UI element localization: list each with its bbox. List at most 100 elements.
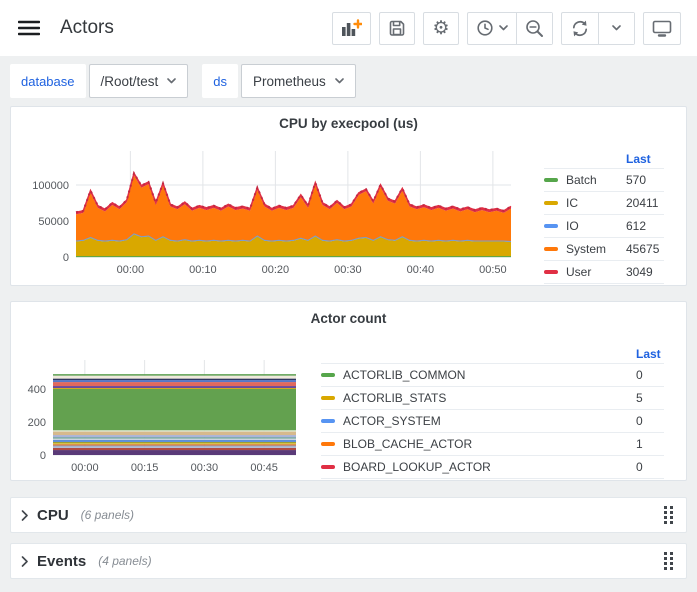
legend-series[interactable]: BOARD_LOOKUP_ACTOR 0 — [321, 456, 664, 479]
chevron-right-icon — [21, 555, 28, 567]
chevron-down-icon — [167, 78, 177, 84]
series-label: User — [566, 265, 592, 279]
save-icon — [389, 20, 405, 36]
legend-series[interactable]: ACTORLIB_STATS 5 — [321, 387, 664, 410]
row-panel-count: (6 panels) — [80, 508, 135, 522]
row-title: CPU — [37, 506, 69, 524]
series-last-value: 0 — [636, 460, 643, 474]
panel-title[interactable]: CPU by execpool (us) — [279, 116, 418, 131]
actor-count-chart[interactable]: 0 200 400 00:00 00:15 00:30 00:45 — [11, 330, 311, 480]
series-color-swatch — [544, 201, 558, 205]
row-cpu[interactable]: CPU (6 panels) — [10, 497, 687, 533]
actor-count-legend: Last ACTORLIB_COMMON 0 ACTORLIB_STATS 5 ACTOR… — [321, 344, 664, 480]
refresh-button[interactable] — [562, 12, 598, 44]
dashboard-toolbar: ⚙ — [332, 11, 681, 45]
zoom-out-icon — [526, 19, 543, 37]
svg-text:00:30: 00:30 — [334, 264, 362, 276]
series-label: Batch — [566, 173, 597, 187]
gear-icon: ⚙ — [432, 17, 450, 39]
add-panel-button[interactable] — [332, 11, 371, 45]
series-last-value: 0 — [636, 414, 643, 428]
save-dashboard-button[interactable] — [379, 11, 415, 45]
variable-ds-select[interactable]: Prometheus — [241, 64, 356, 98]
row-drag-handle[interactable] — [661, 549, 676, 573]
legend-last-sort[interactable]: Last — [626, 151, 651, 166]
series-color-swatch — [544, 247, 558, 251]
time-range-button[interactable] — [468, 12, 516, 44]
series-last-value: 570 — [626, 173, 647, 187]
series-label: ACTORLIB_COMMON — [343, 368, 466, 382]
top-nav: Actors ⚙ — [0, 0, 697, 56]
series-last-value: 0 — [636, 368, 643, 382]
legend-series[interactable]: ACTORLIB_COMMON 0 — [321, 364, 664, 387]
series-color-swatch — [321, 442, 335, 446]
legend-header: Last — [321, 344, 664, 364]
svg-text:00:45: 00:45 — [250, 462, 278, 474]
legend-series[interactable]: User 3049 — [544, 261, 664, 284]
dashboard-title: Actors — [60, 17, 114, 38]
cpu-legend: Last Batch 570 IC 20411 IO 612 System 45675 User 3… — [544, 149, 664, 285]
svg-text:0: 0 — [40, 450, 46, 462]
variable-database-label: database — [10, 64, 86, 98]
panel-cpu-by-execpool: CPU by execpool (us) 0 50000 100000 00:00 00… — [10, 106, 687, 286]
variable-database-select[interactable]: /Root/test — [88, 64, 189, 98]
chevron-down-icon — [612, 25, 621, 31]
series-color-swatch — [544, 270, 558, 274]
svg-text:00:50: 00:50 — [479, 264, 507, 276]
legend-series[interactable]: ACTOR_SYSTEM 0 — [321, 410, 664, 433]
cpu-by-execpool-chart[interactable]: 0 50000 100000 00:00 00:10 00:20 00:30 00:40 00:… — [11, 135, 521, 285]
svg-text:100000: 100000 — [32, 180, 69, 192]
svg-text:00:10: 00:10 — [189, 264, 217, 276]
svg-text:200: 200 — [28, 417, 46, 429]
refresh-interval-button[interactable] — [598, 12, 634, 44]
bar-chart-plus-icon — [342, 19, 362, 36]
series-label: IO — [566, 219, 579, 233]
series-last-value: 3049 — [626, 265, 653, 279]
series-color-swatch — [544, 178, 558, 182]
chevron-down-icon — [335, 78, 344, 84]
svg-text:00:00: 00:00 — [117, 264, 145, 276]
panel-title[interactable]: Actor count — [310, 311, 387, 326]
row-drag-handle[interactable] — [661, 503, 676, 527]
legend-series[interactable]: System 45675 — [544, 238, 664, 261]
panel-actor-count: Actor count 0 200 400 00:00 00:15 00:30 00:45 … — [10, 301, 687, 481]
svg-text:400: 400 — [28, 384, 46, 396]
series-last-value: 20411 — [626, 196, 659, 210]
chevron-right-icon — [21, 509, 28, 521]
legend-series[interactable]: IC 20411 — [544, 192, 664, 215]
clock-icon — [477, 20, 493, 36]
series-label: IC — [566, 196, 578, 210]
chevron-down-icon — [499, 25, 508, 31]
series-color-swatch — [544, 224, 558, 228]
series-last-value: 1 — [636, 437, 643, 451]
legend-series[interactable]: BLOB_CACHE_ACTOR 1 — [321, 433, 664, 456]
time-controls-group — [467, 11, 553, 45]
legend-series[interactable]: IO 612 — [544, 215, 664, 238]
zoom-out-time-button[interactable] — [516, 12, 552, 44]
svg-text:50000: 50000 — [38, 216, 69, 228]
series-label: BOARD_LOOKUP_ACTOR — [343, 460, 491, 474]
series-color-swatch — [321, 465, 335, 469]
menu-toggle-button[interactable] — [14, 16, 44, 40]
series-color-swatch — [321, 396, 335, 400]
svg-text:0: 0 — [63, 252, 69, 264]
legend-header: Last — [544, 149, 664, 169]
view-mode-button[interactable] — [643, 11, 681, 45]
variable-ds-value: Prometheus — [253, 73, 326, 89]
variable-database-value: /Root/test — [100, 73, 159, 89]
svg-text:00:20: 00:20 — [262, 264, 290, 276]
legend-last-sort[interactable]: Last — [636, 346, 661, 361]
series-label: ACTORLIB_STATS — [343, 391, 447, 405]
series-color-swatch — [321, 373, 335, 377]
series-label: ACTOR_SYSTEM — [343, 414, 441, 428]
dashboard-settings-button[interactable]: ⚙ — [423, 11, 459, 45]
monitor-icon — [652, 20, 672, 37]
series-last-value: 612 — [626, 219, 647, 233]
legend-series[interactable]: Batch 570 — [544, 169, 664, 192]
row-panel-count: (4 panels) — [98, 554, 152, 568]
svg-text:00:30: 00:30 — [191, 462, 219, 474]
row-events[interactable]: Events (4 panels) — [10, 543, 687, 579]
refresh-group — [561, 11, 635, 45]
dashboard-grid: CPU by execpool (us) 0 50000 100000 00:00 00… — [0, 106, 697, 579]
variable-ds-label: ds — [202, 64, 239, 98]
